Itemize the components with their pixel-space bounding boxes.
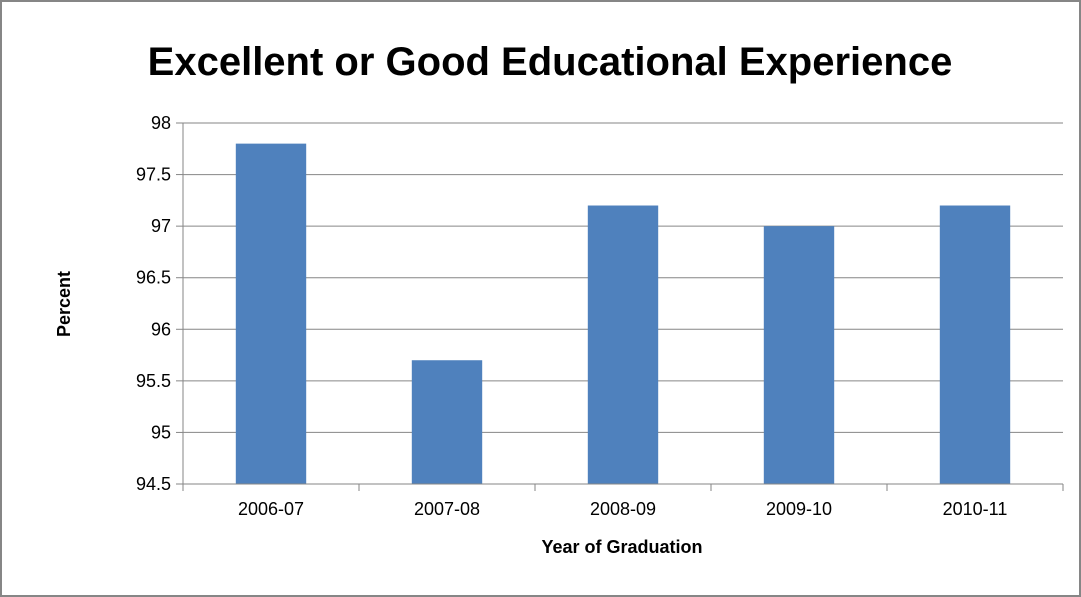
y-tick-label: 94.5 <box>136 474 171 494</box>
y-tick-label: 95 <box>151 422 171 442</box>
x-axis-title: Year of Graduation <box>541 537 702 557</box>
x-tick-label: 2010-11 <box>943 499 1008 519</box>
y-tick-label: 98 <box>151 113 171 133</box>
bars <box>235 143 1011 484</box>
y-tick-label: 97 <box>151 216 171 236</box>
axes <box>176 122 1064 491</box>
x-tick-label: 2006-07 <box>238 499 304 519</box>
y-tick-label: 97.5 <box>136 165 171 185</box>
y-tick-label: 95.5 <box>136 371 171 391</box>
x-tick-label: 2008-09 <box>590 499 656 519</box>
x-tick-label: 2007-08 <box>414 499 480 519</box>
y-tick-label: 96.5 <box>136 268 171 288</box>
bar <box>763 226 835 484</box>
bar <box>939 205 1011 484</box>
y-tick-labels: 94.5 95 95.5 96 96.5 97 97.5 98 <box>136 113 171 494</box>
chart-title: Excellent or Good Educational Experience <box>148 40 953 84</box>
x-tick-label: 2009-10 <box>766 499 832 519</box>
x-tick-labels: 2006-07 2007-08 2008-09 2009-10 2010-11 <box>238 499 1007 519</box>
bar <box>587 205 659 484</box>
bar <box>411 360 483 484</box>
y-axis-title: Percent <box>54 271 74 337</box>
y-tick-label: 96 <box>151 319 171 339</box>
bar <box>235 143 307 484</box>
